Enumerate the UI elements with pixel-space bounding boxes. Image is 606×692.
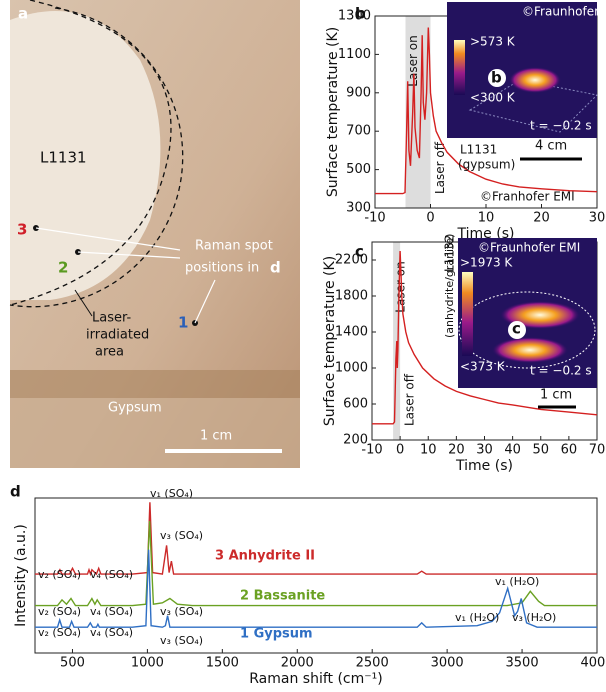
y-tick-label: 1800 (335, 289, 368, 304)
min-label: <300 K (470, 91, 516, 105)
x-tick-label: 30 (476, 443, 493, 458)
y-tick-label: 900 (346, 85, 371, 100)
peak-label: v₄ (SO₄) (90, 568, 133, 581)
x-tick-label: 2000 (281, 656, 314, 671)
min-label: <373 K (460, 360, 506, 374)
panel-label: b (355, 5, 366, 23)
y-axis-label: Intensity (a.u.) (13, 524, 29, 627)
inset-c: ©Fraunhofer EMI >1973 K <373 K c t = −0.… (443, 234, 598, 407)
x-tick-label: 20 (448, 443, 465, 458)
peak-label: v₄ (SO₄) (90, 605, 133, 618)
y-tick-label: 700 (346, 124, 371, 139)
hot-spot (509, 67, 561, 93)
x-tick-label: 1500 (206, 656, 239, 671)
x-tick-label: 70 (589, 443, 606, 458)
colorbar (454, 40, 465, 95)
laser-on-label: Laser on (406, 35, 420, 86)
x-tick-label: 500 (60, 656, 85, 671)
panel-label: a (18, 5, 28, 23)
series-label: 3 Anhydrite II (215, 549, 315, 564)
y-axis-label: Surface temperature (K) (325, 27, 341, 197)
x-tick-label: 10 (420, 443, 437, 458)
peak-label: v₂ (SO₄) (38, 626, 81, 639)
x-tick-label: 0 (396, 443, 404, 458)
x-tick-label: 30 (589, 211, 606, 226)
x-tick-label: 40 (504, 443, 521, 458)
inset-material: (anhydrite/granite) (443, 234, 456, 338)
peak-label: v₃ (SO₄) (160, 634, 203, 647)
spot-label: 3 (17, 221, 27, 239)
x-tick-label: 50 (532, 443, 549, 458)
laser-off-label: Laser off (403, 373, 417, 426)
peak-label: v₃ (SO₄) (160, 605, 203, 618)
peak-label: v₂ (SO₄) (38, 605, 81, 618)
y-tick-label: 500 (346, 162, 371, 177)
marker: b (491, 69, 502, 87)
peak-label: v₃ (H₂O) (512, 611, 556, 624)
spot-label: 1 (178, 314, 188, 332)
copyright: ©Fraunhofer EMI (478, 241, 580, 255)
y-tick-label: 300 (346, 201, 371, 216)
y-tick-label: 1100 (338, 47, 371, 62)
y-tick-label: 600 (343, 397, 368, 412)
peak-label: v₁ (SO₄) (150, 487, 193, 500)
scale-label: 1 cm (540, 388, 572, 403)
x-axis-label: Raman shift (cm⁻¹) (249, 671, 382, 687)
x-tick-label: 2500 (356, 656, 389, 671)
peak-label: v₂ (SO₄) (38, 568, 81, 581)
material-label: Gypsum (108, 401, 162, 416)
series-label: 1 Gypsum (240, 627, 313, 642)
max-label: >1973 K (460, 256, 513, 270)
inset-b: ©Fraunhofer EMI >573 K <300 K b t = −0.2… (447, 2, 606, 204)
peak-label: v₄ (SO₄) (90, 626, 133, 639)
max-label: >573 K (470, 35, 516, 49)
photo-panel: a L1131 3 2 1 Raman spot positions in d … (10, 0, 300, 468)
region-label: area (95, 345, 124, 360)
region-label: Laser- (92, 311, 131, 326)
spectrum-annotations: v₁ (SO₄) v₃ (SO₄) v₂ (SO₄) v₄ (SO₄) v₂ (… (38, 487, 556, 647)
series-line (35, 502, 597, 574)
x-tick-label: 60 (561, 443, 578, 458)
y-tick-label: 200 (343, 433, 368, 448)
y-tick-label: 1400 (335, 325, 368, 340)
peak-label: v₃ (SO₄) (160, 529, 203, 542)
x-tick-label: 3000 (431, 656, 464, 671)
x-tick-label: 4000 (580, 656, 606, 671)
panel-label: c (355, 243, 364, 261)
credit: ©Franhofer EMI (480, 190, 575, 204)
spot-label: 2 (58, 259, 68, 277)
callout: d (270, 259, 281, 277)
colorbar (462, 272, 473, 356)
figure: Laser onLaser off-1001020303005007009001… (0, 0, 606, 692)
x-tick-label: 0 (426, 211, 434, 226)
sample-label: L1131 (40, 149, 87, 167)
callout: Raman spot (195, 239, 273, 254)
marker: c (512, 320, 521, 338)
y-axis-label: Surface temperature (K) (322, 256, 338, 426)
band (10, 370, 300, 398)
x-axis-label: Time (s) (455, 458, 513, 474)
scale-label: 4 cm (535, 139, 567, 154)
inset-sample: L1131 (460, 143, 497, 157)
series-label: 2 Bassanite (240, 589, 325, 604)
chart: 500 1000 1500 2000 2500 3000 3500 4000 Intensity… (13, 498, 606, 687)
x-tick-label: 20 (533, 211, 550, 226)
region-label: irradiated (86, 328, 149, 343)
copyright: ©Fraunhofer EMI (522, 5, 606, 19)
peak-label: v₁ (H₂O) (455, 611, 499, 624)
peak-label: v₁ (H₂O) (495, 575, 539, 588)
panel-label: d (10, 483, 21, 501)
time-label: t = −0.2 s (530, 119, 592, 133)
x-tick-label: 3500 (506, 656, 539, 671)
y-tick-label: 1000 (335, 361, 368, 376)
x-tick-label: 10 (478, 211, 495, 226)
x-tick-label: 1000 (131, 656, 164, 671)
callout: positions in (185, 261, 259, 276)
inset-material: (gypsum) (458, 158, 515, 172)
time-label: t = −0.2 s (530, 364, 592, 378)
scale-label: 1 cm (200, 429, 232, 444)
